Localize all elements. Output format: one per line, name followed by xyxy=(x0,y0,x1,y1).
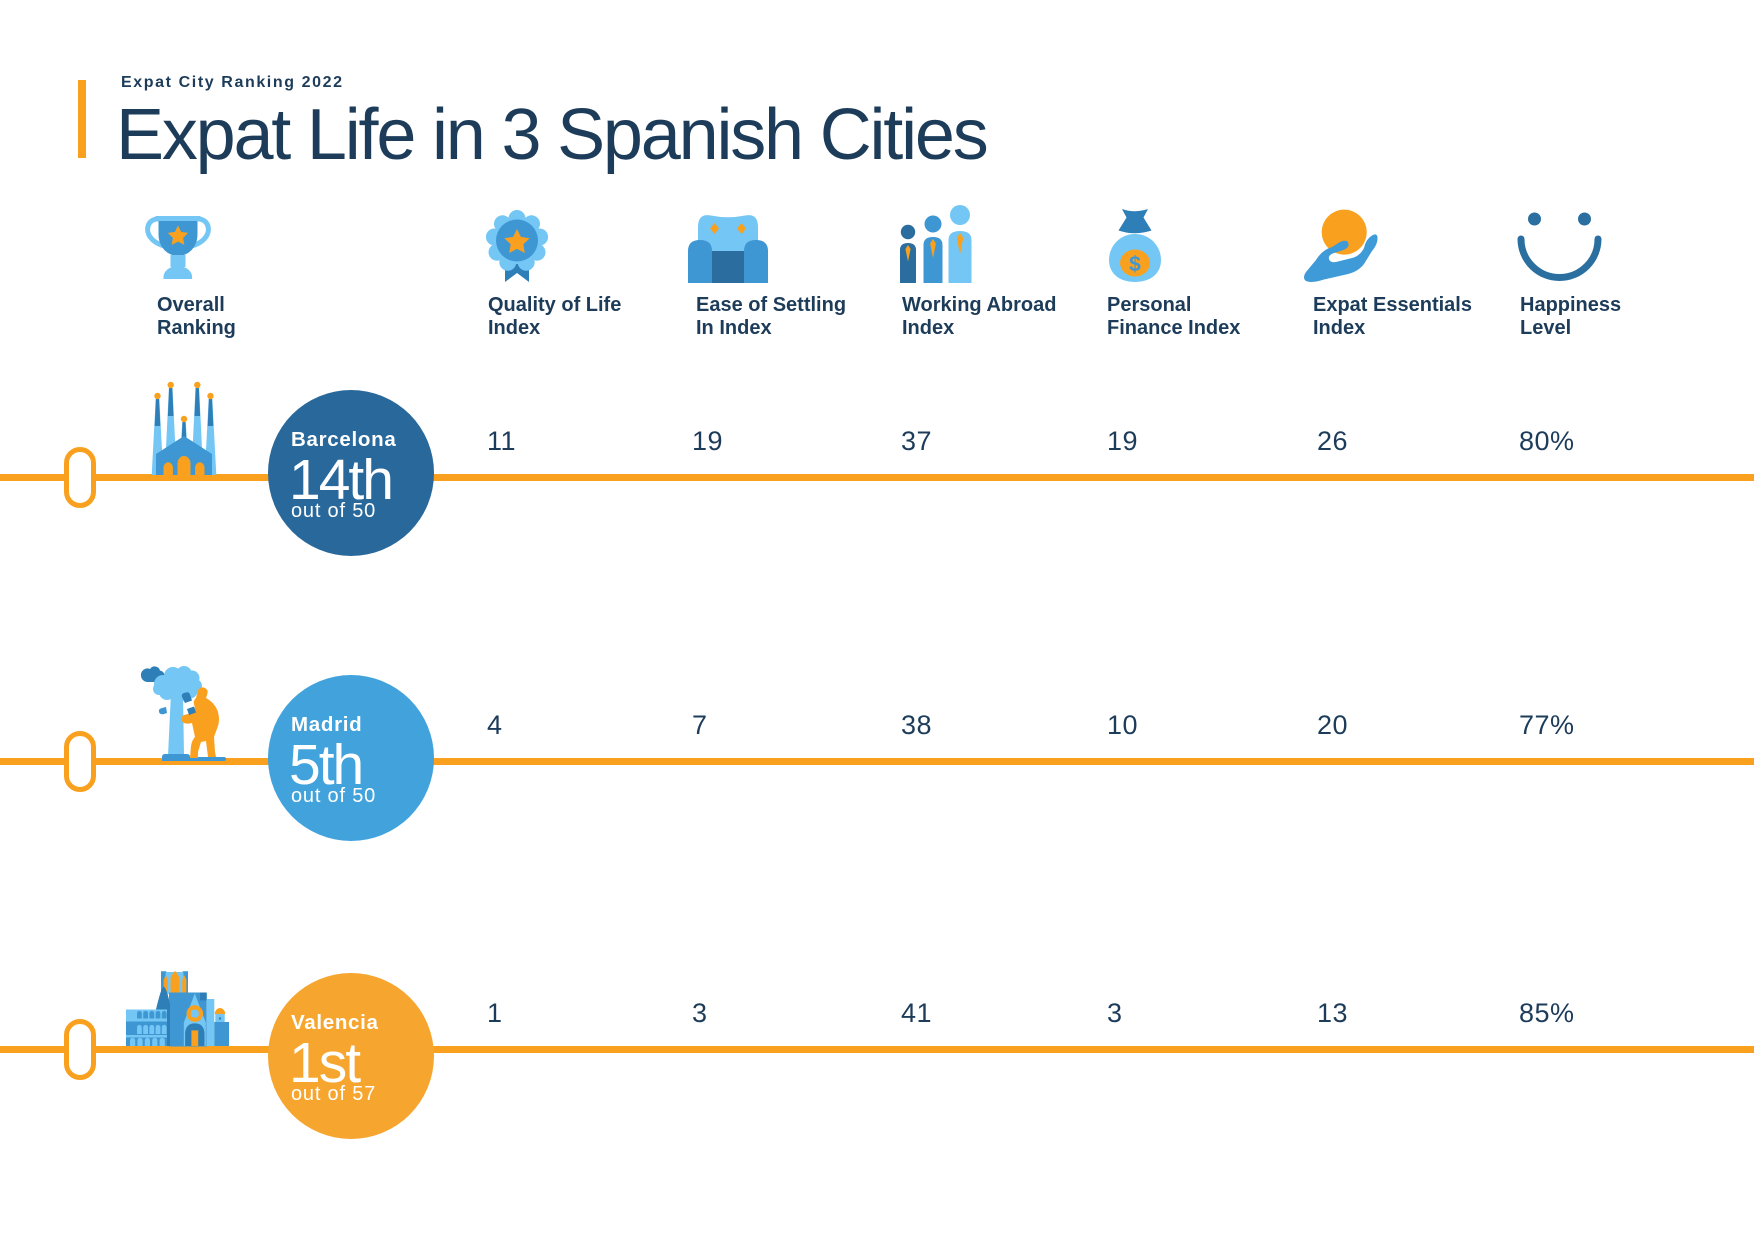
svg-text:$: $ xyxy=(1129,253,1141,276)
